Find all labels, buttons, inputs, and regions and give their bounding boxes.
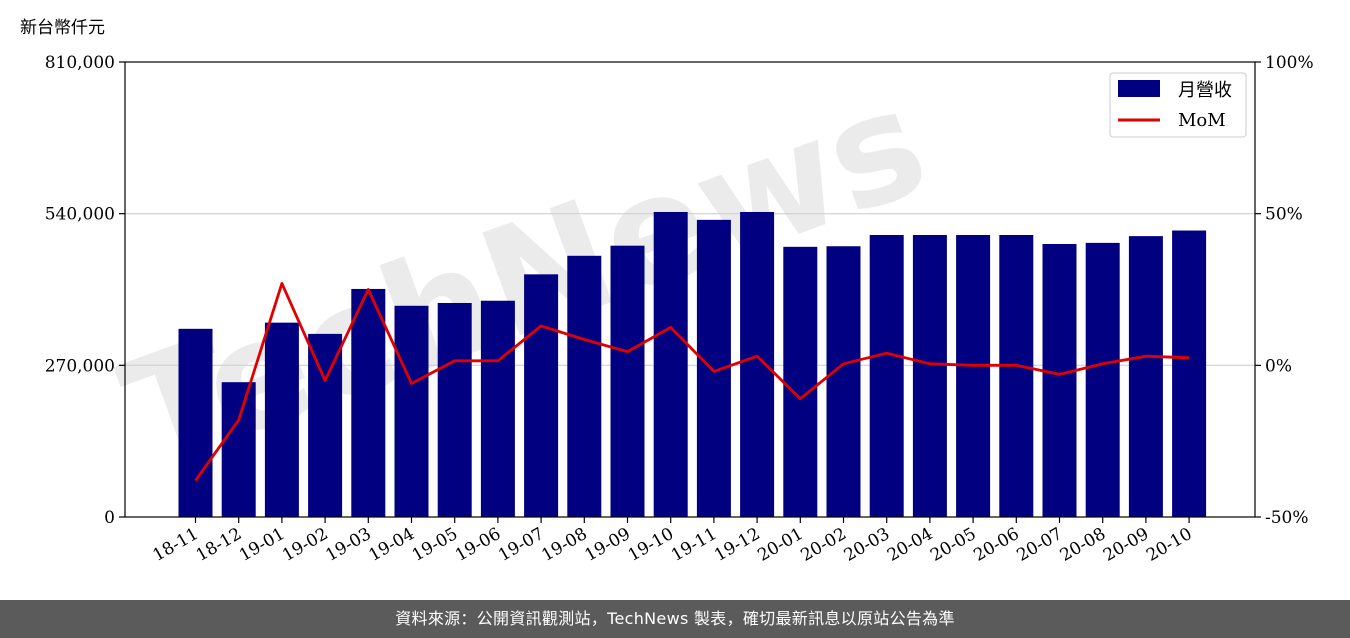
mom-line [194, 281, 1190, 482]
bar-18-11 [178, 328, 213, 517]
x-axis: 18-1118-1219-0119-0219-0319-0419-0519-06… [150, 517, 1196, 566]
left-axis: 0 270,000 540,000 810,000 [45, 53, 125, 528]
bar-19-07 [524, 274, 559, 517]
x-tick-label: 20-04 [884, 524, 936, 566]
x-tick-label: 19-11 [668, 524, 720, 566]
legend-bar-swatch [1118, 80, 1160, 97]
left-tick-label: 0 [104, 508, 115, 528]
x-tick-label: 19-02 [279, 524, 331, 566]
left-tick-label: 810,000 [45, 53, 115, 73]
y-axis-unit-label: 新台幣仟元 [20, 18, 105, 38]
x-tick-label: 20-10 [1143, 524, 1195, 566]
x-tick-label: 20-02 [798, 524, 850, 566]
right-tick-label: 50% [1265, 205, 1303, 225]
x-tick-label: 20-09 [1100, 524, 1152, 566]
bar-19-12 [740, 211, 775, 517]
x-tick-label: 20-03 [841, 524, 893, 566]
legend-line-label: MoM [1178, 110, 1226, 131]
left-tick-label: 540,000 [45, 205, 115, 225]
x-tick-label: 20-07 [1014, 524, 1066, 566]
bar-20-03 [869, 235, 904, 518]
x-tick-label: 19-01 [236, 524, 288, 566]
bar-20-04 [912, 235, 947, 518]
bar-20-10 [1172, 230, 1207, 517]
bar-19-06 [480, 300, 515, 517]
right-tick-label: -50% [1265, 508, 1309, 528]
right-axis: -50% 0% 50% 100% [1255, 53, 1314, 528]
bar-19-10 [653, 211, 688, 517]
bar-18-12 [221, 382, 256, 517]
bar-20-07 [1042, 244, 1077, 517]
bar-19-08 [567, 255, 602, 517]
bar-19-01 [264, 322, 299, 517]
x-tick-label: 18-11 [150, 524, 202, 566]
plot-frame [124, 61, 1256, 518]
bar-20-01 [783, 246, 818, 517]
x-tick-label: 20-01 [754, 524, 806, 566]
bar-19-03 [351, 288, 386, 517]
x-tick-label: 20-08 [1057, 524, 1109, 566]
bar-20-02 [826, 246, 861, 517]
x-tick-label: 19-03 [322, 524, 374, 566]
x-tick-label: 19-12 [711, 524, 763, 566]
right-tick-label: 0% [1265, 356, 1292, 376]
x-tick-label: 19-07 [495, 524, 547, 566]
x-tick-label: 19-06 [452, 524, 504, 566]
bar-series [178, 211, 1207, 518]
bar-19-04 [394, 305, 429, 517]
bar-20-08 [1085, 242, 1120, 518]
bar-20-05 [956, 235, 991, 518]
bar-20-09 [1128, 236, 1163, 517]
legend-bar-label: 月營收 [1178, 80, 1232, 101]
x-tick-label: 19-05 [409, 524, 461, 566]
x-tick-label: 19-04 [366, 524, 418, 566]
x-tick-label: 19-10 [625, 524, 677, 566]
bar-20-06 [999, 235, 1034, 518]
bar-19-05 [437, 302, 472, 517]
left-tick-label: 270,000 [45, 356, 115, 376]
mom-line-series [194, 281, 1190, 482]
bar-19-09 [610, 245, 645, 517]
x-tick-label: 20-05 [927, 524, 979, 566]
source-footer: 資料來源：公開資訊觀測站，TechNews 製表，確切最新訊息以原站公告為準 [0, 600, 1350, 638]
x-tick-label: 20-06 [970, 524, 1022, 566]
right-tick-label: 100% [1265, 53, 1314, 73]
x-tick-label: 19-08 [538, 524, 590, 566]
x-tick-label: 19-09 [582, 524, 634, 566]
x-tick-label: 18-12 [193, 524, 245, 566]
legend: 月營收 MoM [1109, 72, 1247, 138]
bar-19-02 [308, 333, 343, 517]
